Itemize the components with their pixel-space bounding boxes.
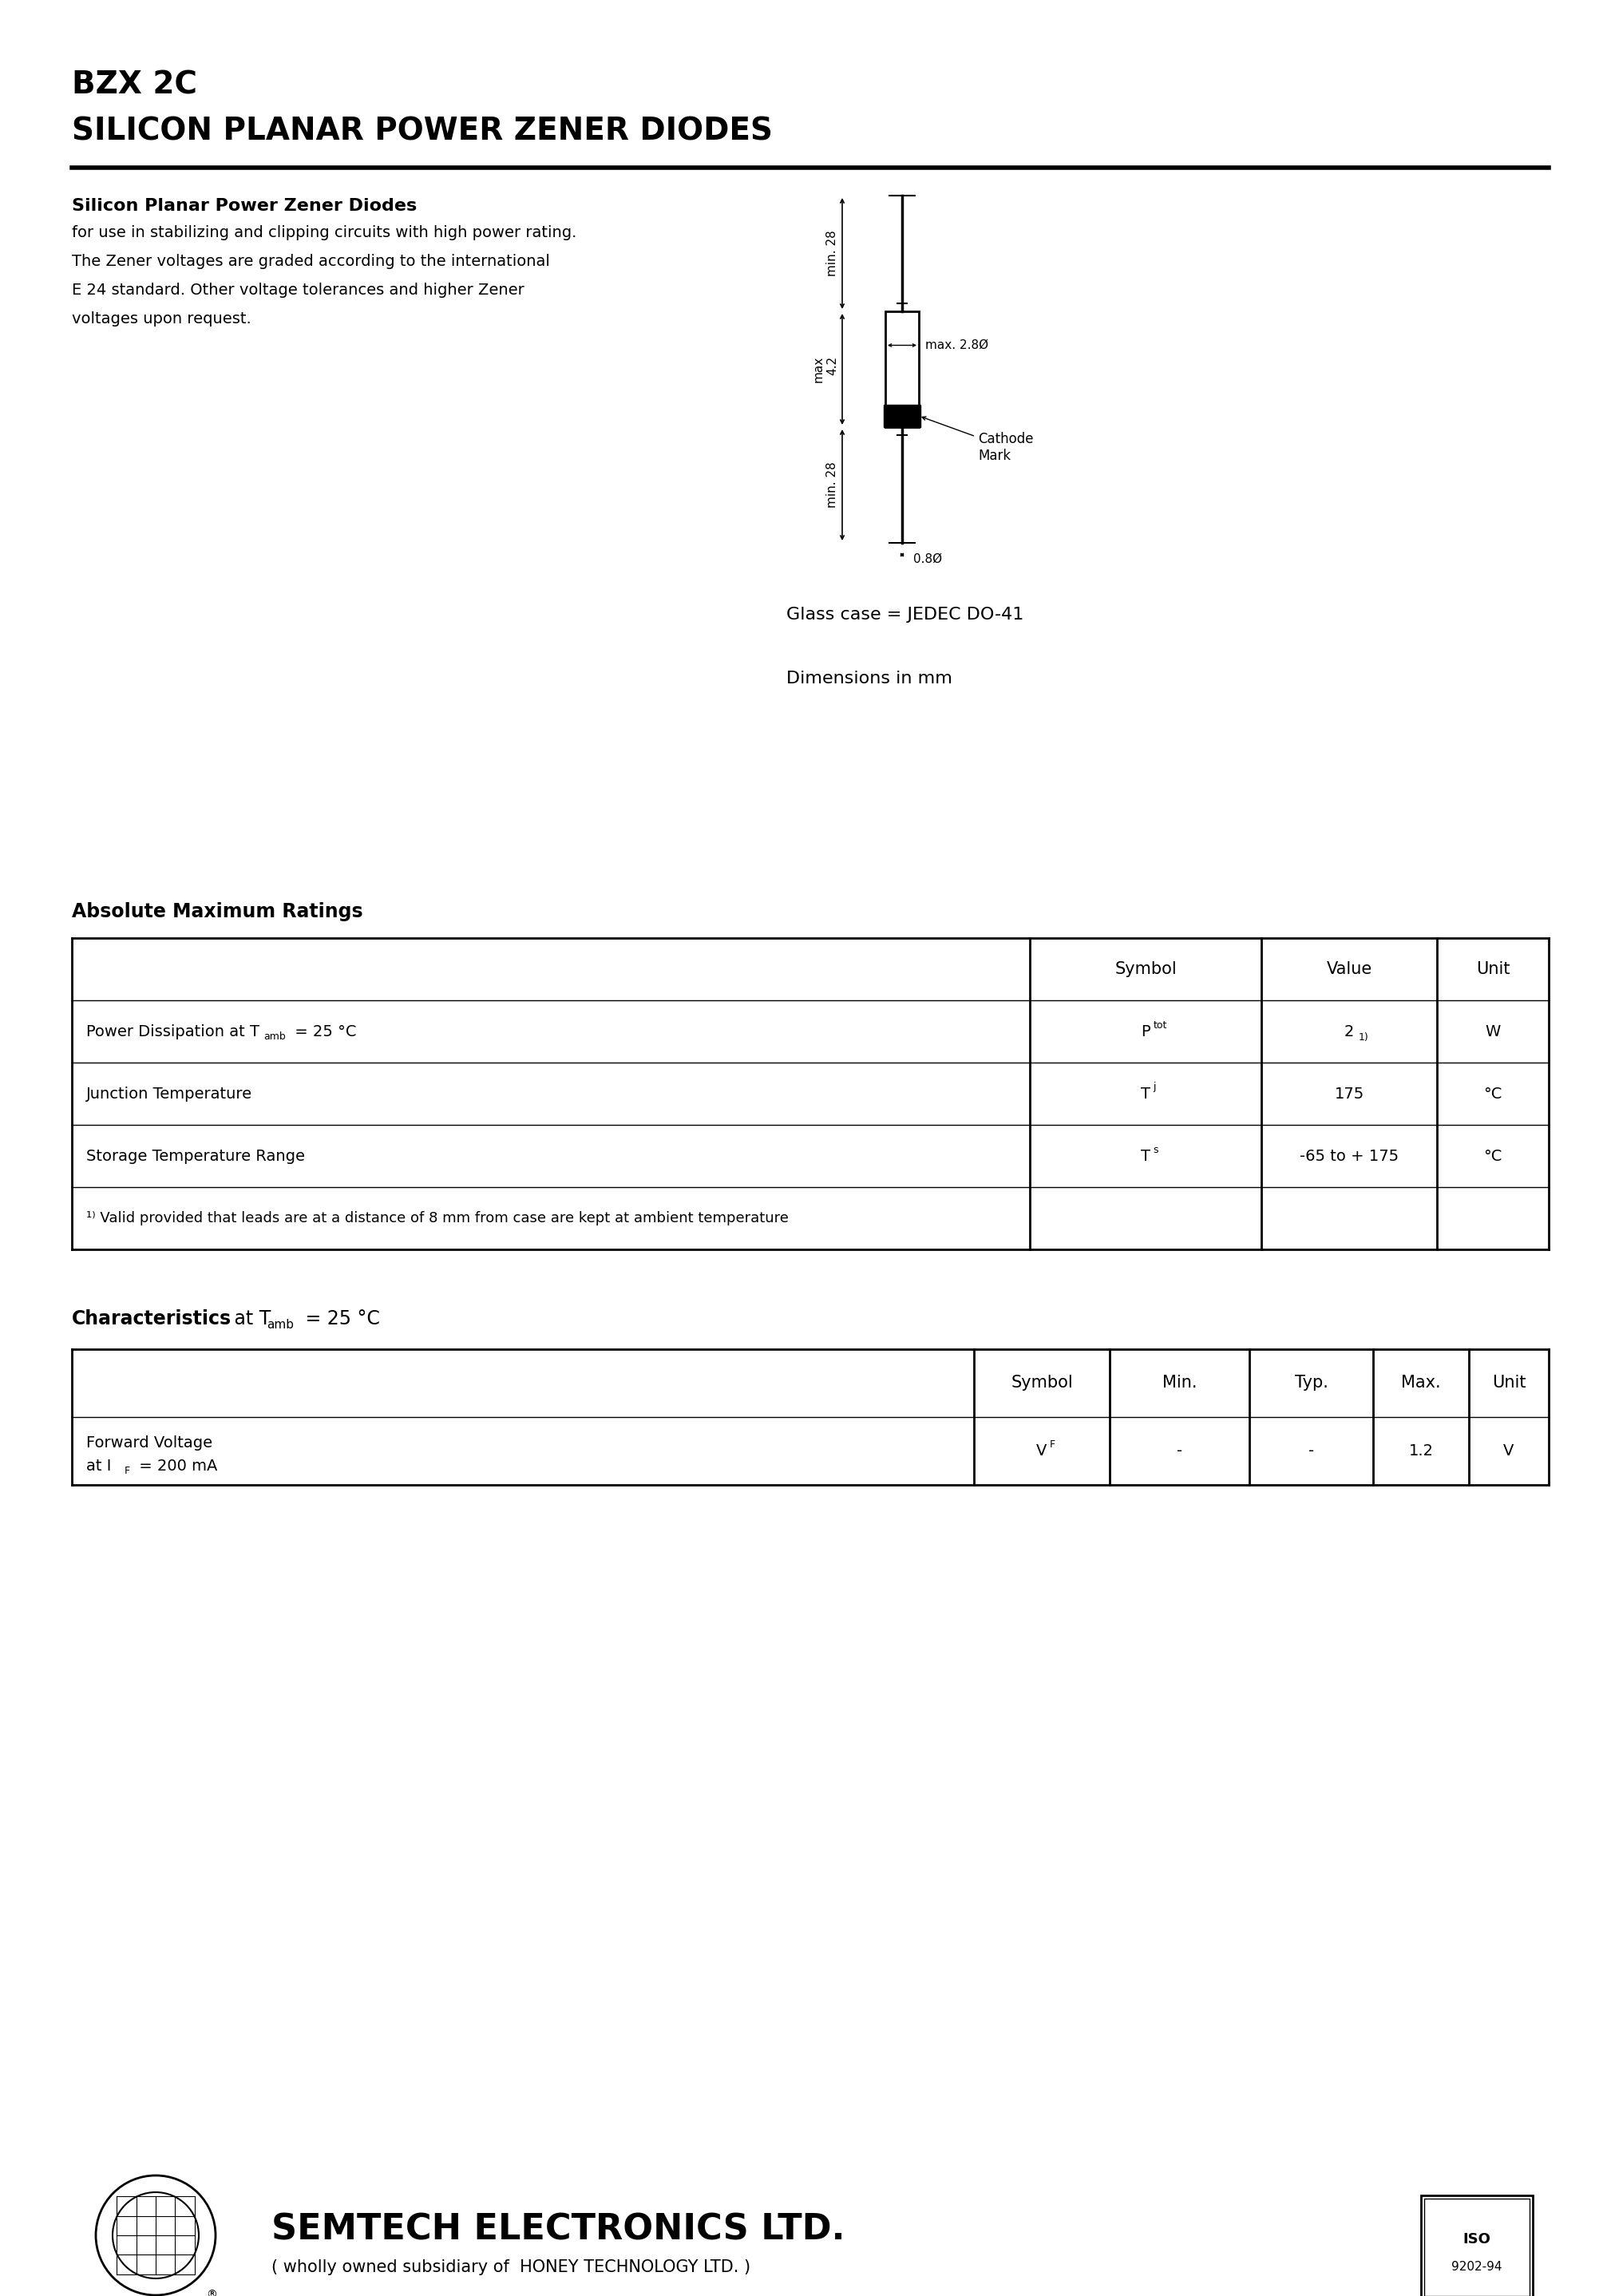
Text: Typ.: Typ. [1295,1375,1327,1391]
Text: 1.2: 1.2 [1409,1444,1433,1458]
Text: amb: amb [267,1318,294,1332]
Text: 1): 1) [1360,1033,1369,1042]
Text: Symbol: Symbol [1011,1375,1073,1391]
Text: Dimensions in mm: Dimensions in mm [786,670,953,687]
Text: amb: amb [264,1031,286,1042]
Bar [1424,2200,1530,2296]
Text: Min.: Min. [1162,1375,1197,1391]
Text: = 25 °C: = 25 °C [289,1024,357,1040]
Text: at T: at T [228,1309,272,1329]
Text: 2: 2 [1343,1024,1355,1040]
Text: 175: 175 [1334,1086,1364,1102]
Text: max. 2.8Ø: max. 2.8Ø [926,340,988,351]
Text: ®: ® [206,2289,217,2296]
Text: ¹⁾ Valid provided that leads are at a distance of 8 mm from case are kept at amb: ¹⁾ Valid provided that leads are at a di… [87,1210,789,1226]
Text: E 24 standard. Other voltage tolerances and higher Zener: E 24 standard. Other voltage tolerances … [72,282,524,298]
Text: Junction Temperature: Junction Temperature [87,1086,252,1102]
Text: -: - [1176,1444,1183,1458]
Text: -65 to + 175: -65 to + 175 [1300,1148,1398,1164]
Text: = 25 °C: = 25 °C [299,1309,379,1329]
Text: 9202-94: 9202-94 [1451,2262,1503,2273]
Text: ISO: ISO [1462,2232,1491,2245]
Text: Value: Value [1326,962,1372,978]
Text: Storage Temperature Range: Storage Temperature Range [87,1148,305,1164]
Text: 0.8Ø: 0.8Ø [913,553,942,565]
Text: for use in stabilizing and clipping circuits with high power rating.: for use in stabilizing and clipping circ… [72,225,577,241]
Text: °C: °C [1483,1086,1503,1102]
Text: Unit: Unit [1491,1375,1525,1391]
Text: s: s [1152,1143,1159,1155]
Text: BZX 2C: BZX 2C [72,71,198,101]
Text: F: F [1049,1440,1056,1449]
Text: Silicon Planar Power Zener Diodes: Silicon Planar Power Zener Diodes [72,197,416,214]
Text: P: P [1141,1024,1151,1040]
Text: V: V [1504,1444,1514,1458]
Text: Absolute Maximum Ratings: Absolute Maximum Ratings [72,902,363,921]
Text: SILICON PLANAR POWER ZENER DIODES: SILICON PLANAR POWER ZENER DIODES [72,115,773,147]
Text: °C: °C [1483,1148,1503,1164]
Text: Characteristics: Characteristics [72,1309,231,1329]
Text: V: V [1037,1444,1048,1458]
Text: tot: tot [1154,1019,1167,1031]
Text: T: T [1141,1148,1151,1164]
Text: -: - [1308,1444,1315,1458]
Text: ( wholly owned subsidiary of  HONEY TECHNOLOGY LTD. ): ( wholly owned subsidiary of HONEY TECHN… [272,2259,750,2275]
Text: = 200 mA: = 200 mA [133,1458,217,1474]
Text: F: F [124,1465,130,1476]
Text: min. 28: min. 28 [826,461,839,507]
Text: Power Dissipation at T: Power Dissipation at T [87,1024,259,1040]
Text: j: j [1152,1081,1155,1093]
Text: min. 28: min. 28 [826,230,839,276]
Text: Glass case = JEDEC DO-41: Glass case = JEDEC DO-41 [786,606,1024,622]
Text: Max.: Max. [1401,1375,1441,1391]
Text: Symbol: Symbol [1115,962,1176,978]
Text: W: W [1485,1024,1501,1040]
Text: at I: at I [87,1458,111,1474]
Text: The Zener voltages are graded according to the international: The Zener voltages are graded according … [72,255,550,269]
Text: SEMTECH ELECTRONICS LTD.: SEMTECH ELECTRONICS LTD. [272,2213,845,2248]
Text: max
4.2: max 4.2 [813,356,839,383]
Text: Cathode
Mark: Cathode Mark [922,416,1033,464]
Text: T: T [1141,1086,1151,1102]
Text: Forward Voltage: Forward Voltage [87,1435,212,1451]
Bar [1421,2195,1533,2296]
Bar [885,312,919,427]
Bar [884,404,921,427]
Text: Unit: Unit [1475,962,1511,978]
Text: voltages upon request.: voltages upon request. [72,312,251,326]
